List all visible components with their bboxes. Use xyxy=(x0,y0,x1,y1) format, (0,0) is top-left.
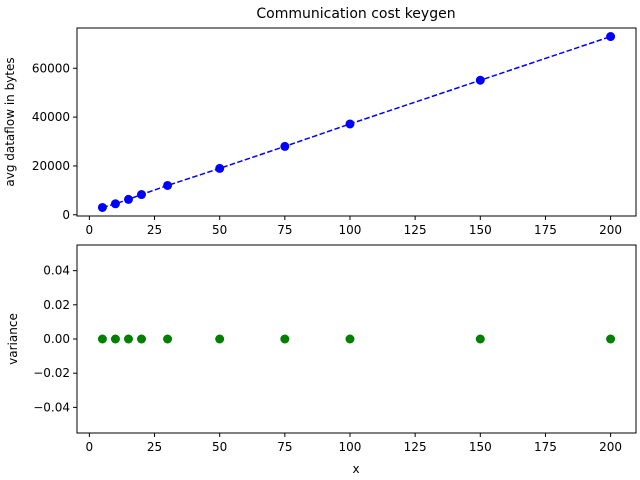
variance-ticks: 0 25 50 75 100 125 150 175 200 −0.04 −0.02 0.00 0.02… xyxy=(33,264,622,454)
dataflow-x-tick-label: 150 xyxy=(469,223,492,237)
dataflow-y-tick-label: 20000 xyxy=(32,159,70,173)
dataflow-series-line xyxy=(102,35,611,209)
chart-title: Communication cost keygen xyxy=(256,6,455,22)
dataflow-data-point xyxy=(215,163,225,173)
variance-x-tick-label: 0 xyxy=(86,440,94,454)
variance-y-tick-label: 0.00 xyxy=(43,332,70,346)
dataflow-y-tick-label: 0 xyxy=(62,208,70,222)
dataflow-data-point xyxy=(345,119,355,129)
dataflow-data-point xyxy=(97,202,107,212)
dataflow-data-point xyxy=(163,180,173,190)
dataflow-x-tick-label: 100 xyxy=(339,223,362,237)
dataflow-x-tick-label: 125 xyxy=(404,223,427,237)
dataflow-axes-frame xyxy=(76,27,637,217)
variance-subplot: variance x 0 25 50 75 100 125 150 175 200 −0.04 −0… xyxy=(6,244,637,476)
dataflow-y-tick-label: 60000 xyxy=(32,61,70,75)
variance-data-point xyxy=(215,334,225,344)
variance-x-tick-label: 175 xyxy=(534,440,557,454)
variance-data-point xyxy=(137,334,146,344)
dataflow-x-tick-label: 25 xyxy=(147,223,162,237)
variance-data-point xyxy=(110,334,120,344)
dataflow-data-point xyxy=(137,190,146,200)
variance-y-tick-label: 0.04 xyxy=(43,264,70,278)
dataflow-data-point xyxy=(280,141,290,151)
x-axis-label: x xyxy=(352,462,359,476)
dataflow-x-tick-label: 50 xyxy=(212,223,227,237)
variance-axes-frame xyxy=(76,244,637,434)
variance-x-tick-label: 25 xyxy=(147,440,162,454)
variance-y-tick-label: −0.04 xyxy=(33,400,70,414)
variance-x-tick-label: 75 xyxy=(277,440,292,454)
y-axis-label-variance: variance xyxy=(6,313,20,365)
dataflow-y-tick-label: 40000 xyxy=(32,110,70,124)
variance-x-tick-label: 125 xyxy=(404,440,427,454)
variance-marks xyxy=(97,334,616,344)
variance-data-point xyxy=(475,334,485,344)
variance-data-point xyxy=(97,334,107,344)
dataflow-data-point xyxy=(606,32,616,42)
variance-data-point xyxy=(123,334,133,344)
dataflow-data-point xyxy=(475,75,485,85)
y-axis-label-dataflow: avg dataflow in bytes xyxy=(3,57,17,186)
variance-data-point xyxy=(606,334,616,344)
dataflow-ticks: 0 25 50 75 100 125 150 175 200 0 20000 40000 60000 xyxy=(32,61,622,237)
dataflow-x-tick-label: 175 xyxy=(534,223,557,237)
dataflow-x-tick-label: 0 xyxy=(86,223,94,237)
variance-x-tick-label: 150 xyxy=(469,440,492,454)
variance-x-tick-label: 100 xyxy=(339,440,362,454)
dataflow-marks xyxy=(97,32,616,212)
variance-y-tick-label: −0.02 xyxy=(33,366,70,380)
dataflow-x-tick-label: 75 xyxy=(277,223,292,237)
variance-data-point xyxy=(163,334,173,344)
variance-data-point xyxy=(280,334,290,344)
dataflow-x-tick-label: 200 xyxy=(599,223,622,237)
variance-y-tick-label: 0.02 xyxy=(43,298,70,312)
dataflow-subplot: Communication cost keygen avg dataflow i… xyxy=(3,6,637,237)
dataflow-data-point xyxy=(123,194,133,204)
variance-x-tick-label: 50 xyxy=(212,440,227,454)
variance-x-tick-label: 200 xyxy=(599,440,622,454)
variance-data-point xyxy=(345,334,355,344)
dataflow-data-point xyxy=(110,199,120,209)
